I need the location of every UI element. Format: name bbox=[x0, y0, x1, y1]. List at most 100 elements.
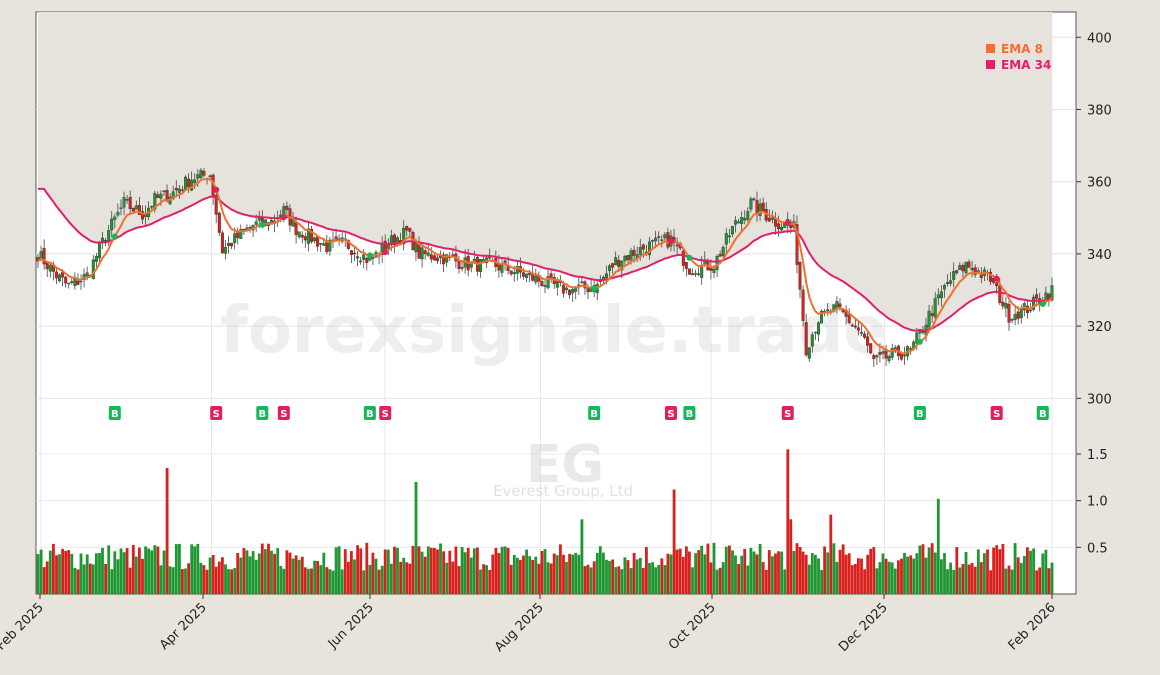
volume-bar bbox=[691, 567, 694, 594]
volume-bar bbox=[104, 564, 107, 594]
volume-bar bbox=[734, 555, 737, 594]
volume-bar bbox=[574, 552, 578, 594]
volume-bar bbox=[559, 544, 562, 594]
volume-bar bbox=[835, 562, 839, 594]
volume-bar bbox=[620, 569, 624, 594]
candle bbox=[869, 343, 873, 355]
volume-bar bbox=[893, 568, 897, 594]
candle bbox=[1001, 294, 1005, 310]
candle bbox=[989, 268, 993, 286]
volume-bar bbox=[746, 565, 750, 594]
candle bbox=[1032, 294, 1036, 312]
candle bbox=[423, 248, 427, 260]
volume-bar bbox=[359, 548, 363, 594]
volume-bar bbox=[1050, 562, 1054, 594]
candle bbox=[402, 220, 406, 251]
volume-bar bbox=[737, 564, 740, 594]
volume-bar bbox=[992, 547, 995, 594]
volume-bar bbox=[844, 554, 848, 594]
candle bbox=[860, 324, 864, 337]
volume-bar bbox=[273, 553, 276, 594]
volume-bar bbox=[48, 550, 52, 594]
volume-bar bbox=[214, 566, 218, 594]
volume-bar bbox=[230, 569, 233, 594]
volume-bar bbox=[61, 548, 64, 594]
volume-bar bbox=[1032, 548, 1035, 594]
candle bbox=[420, 245, 424, 268]
volume-bar bbox=[854, 563, 857, 594]
volume-bar bbox=[1023, 556, 1026, 594]
volume-bar bbox=[970, 563, 974, 594]
volume-bar bbox=[915, 553, 919, 594]
volume-bar bbox=[568, 553, 571, 594]
watermark-symbol: EG bbox=[526, 435, 604, 495]
volume-bar bbox=[967, 564, 971, 594]
volume-bar bbox=[482, 564, 485, 594]
candle bbox=[405, 225, 409, 237]
volume-axis: 0.5 1.0 1.5 bbox=[1076, 448, 1108, 556]
volume-bar bbox=[918, 545, 922, 594]
volume-bar bbox=[528, 556, 532, 594]
volume-bar bbox=[300, 556, 304, 594]
candle bbox=[973, 264, 977, 278]
volume-bar bbox=[850, 565, 854, 594]
candle bbox=[758, 198, 762, 221]
volume-bar bbox=[122, 552, 126, 594]
volume-bar bbox=[817, 558, 820, 594]
volume-bar bbox=[678, 548, 682, 594]
candle bbox=[952, 262, 956, 288]
candle bbox=[64, 275, 68, 288]
volume-bar bbox=[42, 567, 46, 594]
volume-bar bbox=[1007, 565, 1011, 594]
signal-label: B bbox=[366, 409, 374, 420]
volume-bar bbox=[91, 564, 95, 594]
volume-bar bbox=[651, 562, 654, 594]
volume-bar bbox=[503, 546, 507, 594]
volume-bar bbox=[377, 569, 381, 594]
signal-label: S bbox=[784, 409, 791, 420]
candle bbox=[442, 251, 446, 273]
volume-bar bbox=[187, 563, 190, 594]
candle bbox=[297, 231, 301, 239]
volume-bar bbox=[672, 489, 676, 594]
volume-bar bbox=[107, 545, 111, 594]
volume-bar bbox=[973, 566, 977, 594]
buy-signal: B bbox=[683, 406, 696, 420]
candle bbox=[153, 190, 157, 213]
candle bbox=[887, 353, 891, 364]
candle bbox=[94, 252, 98, 268]
volume-bar bbox=[279, 565, 283, 594]
candle bbox=[202, 168, 206, 178]
volume-bar bbox=[718, 567, 722, 594]
volume-bar bbox=[79, 553, 83, 594]
volume-bar bbox=[1047, 568, 1051, 594]
buy-signal: B bbox=[913, 406, 926, 420]
volume-bar bbox=[703, 554, 707, 594]
buy-signal: B bbox=[108, 406, 121, 420]
candle bbox=[740, 211, 744, 232]
volume-bar bbox=[657, 565, 661, 594]
candle bbox=[872, 353, 876, 368]
crossover-dot bbox=[111, 233, 118, 240]
volume-bar bbox=[900, 558, 903, 594]
volume-bar bbox=[534, 556, 538, 594]
volume-bar bbox=[715, 569, 719, 594]
sell-signal: S bbox=[990, 406, 1003, 420]
volume-bar bbox=[940, 559, 943, 594]
volume-bar bbox=[694, 553, 697, 594]
candle bbox=[515, 261, 519, 281]
volume-bar bbox=[823, 546, 826, 594]
volume-bar bbox=[688, 551, 691, 594]
signal-label: B bbox=[111, 409, 119, 420]
volume-bar bbox=[543, 549, 547, 594]
volume-bar bbox=[921, 544, 925, 594]
volume-bar bbox=[525, 549, 528, 594]
volume-bar bbox=[184, 568, 187, 594]
volume-bar bbox=[245, 550, 249, 594]
volume-bar bbox=[414, 482, 418, 594]
volume-bar bbox=[860, 558, 863, 594]
volume-bar bbox=[282, 568, 286, 594]
volume-bar bbox=[602, 552, 605, 594]
crossover-dot bbox=[1039, 300, 1046, 307]
